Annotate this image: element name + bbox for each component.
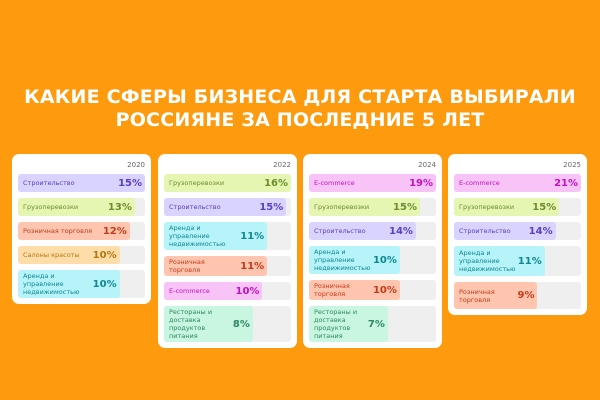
bar [164,306,253,342]
bar-label: E-commerce [459,179,500,187]
bar-value: 10% [92,249,117,261]
title-line-1: КАКИЕ СФЕРЫ БИЗНЕСА ДЛЯ СТАРТА ВЫБИРАЛИ [24,86,576,108]
bar [18,174,145,192]
bar [454,198,560,216]
title-line-2: РОССИЯНЕ ЗА ПОСЛЕДНИЕ 5 ЛЕТ [115,109,485,131]
bar-value: 15% [393,201,417,213]
bar-track: Грузоперевозки 16% [164,174,291,192]
bar-value: 16% [264,177,288,189]
bar-label: Строительство [314,227,366,235]
bar [309,306,388,342]
bar-track: Грузоперевозки 13% [18,198,145,216]
bar-track: Строительство 14% [454,222,581,240]
bar-track: Рестораны и доставка продуктов питания 7% [309,306,436,342]
bar-label: Строительство [459,227,511,235]
panel-year: 2025 [563,161,581,169]
bar-track: Розничная торговля 11% [164,256,291,276]
bar [309,174,436,192]
bar-track: Аренда и управление недвижимостью 10% [309,246,436,274]
bar-value: 7% [367,318,385,330]
bar-value: 15% [259,201,284,213]
bar-value: 8% [232,318,250,330]
bar [309,280,400,300]
bar [18,246,120,264]
bar-label: E-commerce [314,179,355,187]
bar-track: Строительство 14% [309,222,436,240]
bar-track: Грузоперевозки 15% [309,198,436,216]
bar-track: Розничная торговля 10% [309,280,436,300]
bar [454,222,556,240]
bar-value: 14% [389,225,413,237]
bar-value: 9% [517,290,535,301]
bar-label: Рестораны и доставка продуктов питания [169,308,213,340]
bar-label: Аренда и управление недвижимостью [169,224,226,248]
bar [18,198,135,216]
bar-value: 10% [235,285,260,297]
bar [18,222,130,240]
bar [454,246,545,276]
bar [454,282,538,309]
bar-value: 21% [554,177,578,189]
bar-label: Аренда и управление недвижимостью [314,248,371,272]
year-panel-2022: 2022 Грузоперевозки 16% Строительство 15% Аре… [158,154,297,348]
bar [309,222,416,240]
bar-label: Грузоперевозки [459,203,515,211]
bar [164,222,268,250]
bar-label: Строительство [23,179,75,187]
bar [309,246,400,274]
bar [454,174,581,192]
bar-label: E-commerce [169,287,210,295]
bar-track: Розничная торговля 9% [454,282,581,309]
bar-track: Аренда и управление недвижимостью 11% [454,246,581,276]
bar-track: Салоны красоты 10% [18,246,145,264]
panel-year: 2024 [418,161,436,169]
bar-label: Розничная торговля [459,287,495,304]
year-panel-2025: 2025 E-commerce 21% Грузоперевозки 15% Строит… [448,154,587,315]
panel-year: 2022 [273,161,291,169]
bar-track: Строительство 15% [164,198,291,216]
bar-value: 10% [372,254,397,266]
bar [164,198,287,216]
bar-track: Рестораны и доставка продуктов питания 8% [164,306,291,342]
bar-track: E-commerce 10% [164,282,291,300]
bar-value: 15% [532,201,557,213]
bar-label: Салоны красоты [23,251,80,259]
bar-track: Розничная торговля 12% [18,222,145,240]
bar-value: 11% [517,255,542,267]
bar-track: Аренда и управление недвижимостью 10% [18,270,145,298]
bar-value: 14% [528,225,553,237]
bar-value: 11% [240,230,265,242]
page-title: КАКИЕ СФЕРЫ БИЗНЕСА ДЛЯ СТАРТА ВЫБИРАЛИ … [0,86,600,132]
bar [309,198,420,216]
bar [164,174,291,192]
bar [164,282,263,300]
bar-value: 10% [92,278,117,290]
bar-track: Строительство 15% [18,174,145,192]
bar-track: E-commerce 21% [454,174,581,192]
bar-label: Розничная торговля [314,282,350,298]
bar-value: 15% [118,177,142,189]
bar-value: 13% [107,201,132,213]
bar-label: Грузоперевозки [169,179,225,187]
bar [164,256,268,276]
bar [18,270,120,298]
bar-label: Розничная торговля [23,227,93,235]
bar-track: E-commerce 19% [309,174,436,192]
bar-track: Аренда и управление недвижимостью 11% [164,222,291,250]
panel-year: 2020 [127,161,145,169]
bar-label: Грузоперевозки [314,203,370,211]
bar-value: 11% [240,260,265,272]
bar-label: Рестораны и доставка продуктов питания [314,308,358,340]
bar-track: Грузоперевозки 15% [454,198,581,216]
year-panel-2024: 2024 E-commerce 19% Грузоперевозки 15% Строит… [303,154,442,348]
bar-label: Грузоперевозки [23,203,79,211]
bar-value: 19% [409,177,433,189]
bar-label: Аренда и управление недвижимостью [23,272,80,296]
bar-label: Розничная торговля [169,258,205,274]
bar-label: Аренда и управление недвижимостью [459,249,516,273]
bar-value: 12% [102,225,127,237]
year-panel-2020: 2020 Строительство 15% Грузоперевозки 13% Роз… [12,154,151,304]
bar-value: 10% [372,284,397,296]
bar-label: Строительство [169,203,221,211]
